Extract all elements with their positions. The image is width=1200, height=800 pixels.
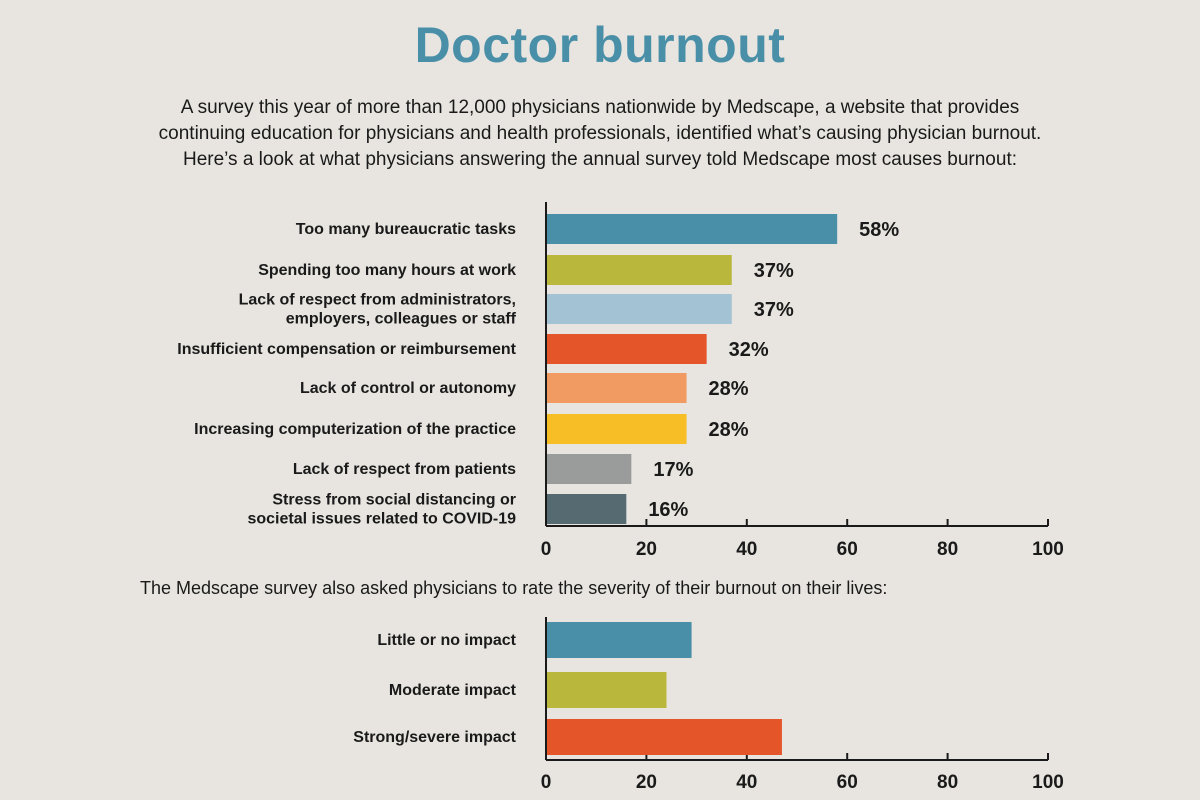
causes-category-label: employers, colleagues or staff: [286, 311, 517, 328]
severity-x-tick-label: 100: [1032, 772, 1064, 793]
causes-x-tick-label: 20: [636, 539, 657, 560]
severity-x-tick-label: 20: [636, 772, 657, 793]
causes-value-label: 37%: [754, 260, 794, 282]
causes-x-tick-label: 40: [736, 539, 757, 560]
causes-bar: [547, 334, 707, 364]
causes-category-label: societal issues related to COVID-19: [247, 511, 516, 528]
causes-value-label: 16%: [648, 499, 688, 521]
severity-x-tick-label: 60: [837, 772, 858, 793]
causes-category-label: Lack of respect from administrators,: [239, 292, 516, 309]
severity-x-tick-label: 40: [736, 772, 757, 793]
causes-x-tick-label: 60: [837, 539, 858, 560]
causes-category-label: Lack of respect from patients: [293, 461, 516, 478]
severity-category-label: Strong/severe impact: [353, 729, 516, 746]
causes-category-label: Insufficient compensation or reimburseme…: [177, 341, 516, 358]
severity-category-label: Moderate impact: [389, 682, 517, 699]
causes-bar: [547, 373, 687, 403]
severity-bar: [547, 672, 667, 708]
causes-value-label: 28%: [709, 378, 749, 400]
severity-intro-text: The Medscape survey also asked physician…: [140, 578, 888, 598]
causes-x-tick-label: 80: [937, 539, 958, 560]
severity-category-label: Little or no impact: [377, 632, 516, 649]
causes-bar: [547, 494, 627, 524]
severity-x-tick-label: 80: [937, 772, 958, 793]
severity-bar: [547, 622, 692, 658]
causes-category-label: Too many bureaucratic tasks: [296, 221, 516, 238]
causes-value-label: 58%: [859, 219, 899, 241]
causes-x-tick-label: 100: [1032, 539, 1064, 560]
causes-bar: [547, 214, 838, 244]
causes-x-tick-label: 0: [541, 539, 552, 560]
causes-bar: [547, 255, 732, 285]
causes-bar: [547, 294, 732, 324]
causes-category-label: Lack of control or autonomy: [300, 380, 516, 397]
intro-line-1: A survey this year of more than 12,000 p…: [180, 97, 1020, 118]
causes-value-label: 17%: [653, 459, 693, 481]
intro-line-2: continuing education for physicians and …: [158, 123, 1042, 144]
causes-value-label: 37%: [754, 299, 794, 321]
chart-title: Doctor burnout: [414, 17, 786, 73]
causes-category-label: Spending too many hours at work: [258, 262, 516, 279]
causes-value-label: 32%: [729, 339, 769, 361]
causes-category-label: Stress from social distancing or: [272, 492, 516, 509]
severity-bar: [547, 719, 782, 755]
severity-x-tick-label: 0: [541, 772, 552, 793]
causes-value-label: 28%: [709, 419, 749, 441]
intro-text: A survey this year of more than 12,000 p…: [100, 95, 1100, 173]
causes-bar: [547, 454, 632, 484]
intro-line-3: Here’s a look at what physicians answeri…: [183, 149, 1017, 170]
causes-bar: [547, 414, 687, 444]
causes-category-label: Increasing computerization of the practi…: [194, 421, 516, 438]
